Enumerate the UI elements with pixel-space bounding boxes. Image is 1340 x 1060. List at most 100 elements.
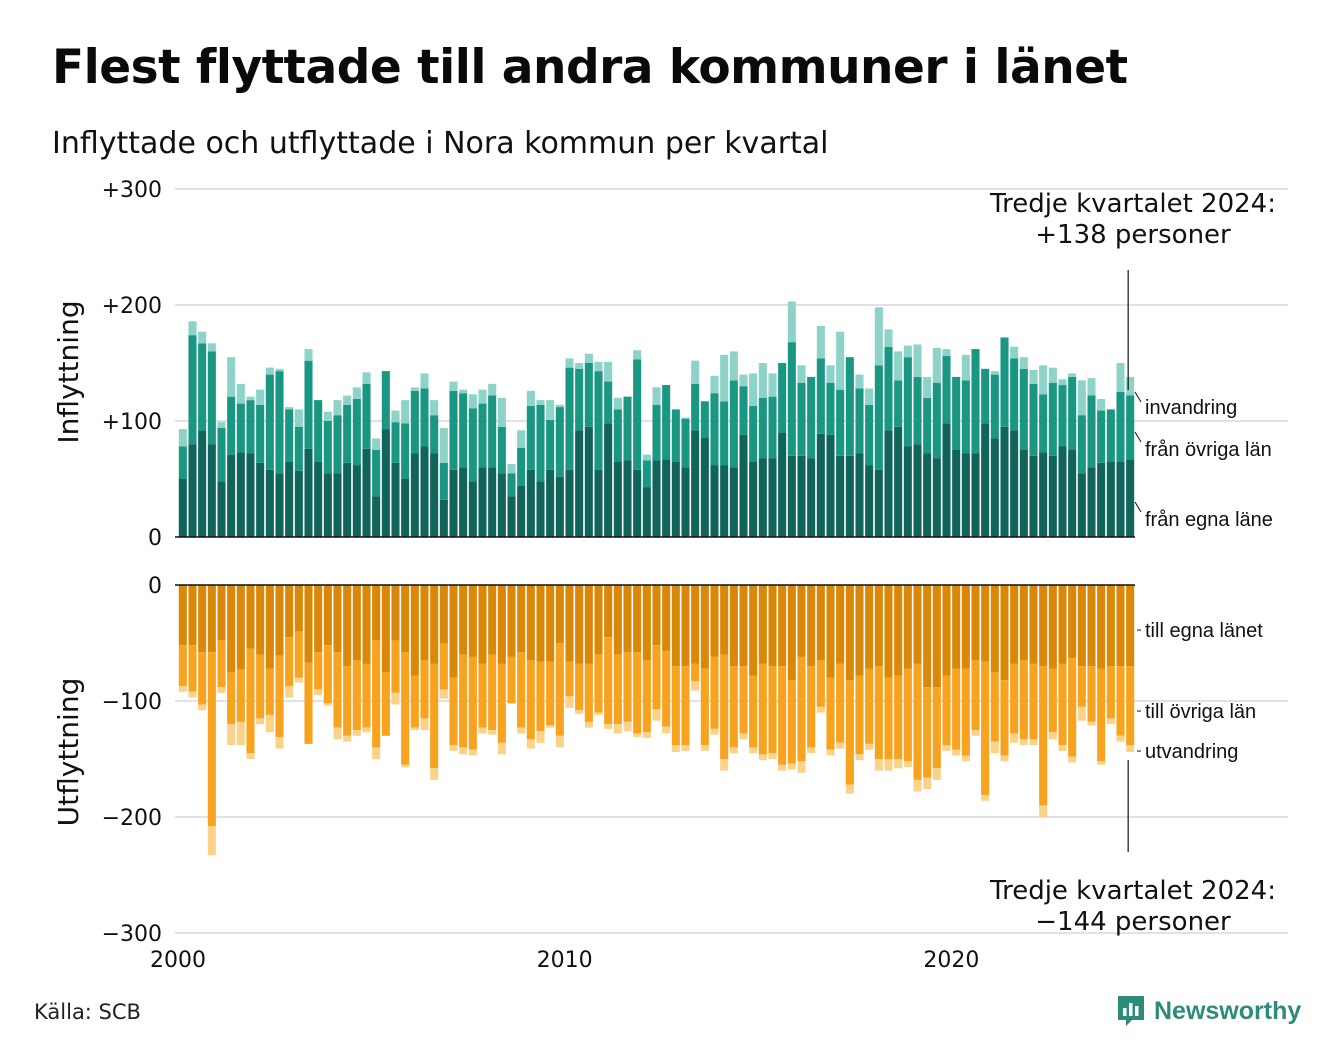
bar-outflow-segment <box>372 585 381 641</box>
bar-outflow-segment <box>391 692 400 705</box>
bar-outflow-segment <box>826 677 835 750</box>
bar-inflow-segment <box>275 371 284 474</box>
bar-inflow-segment <box>1048 382 1057 456</box>
bar-outflow-segment <box>623 585 632 653</box>
bar-outflow-segment <box>981 794 990 801</box>
bar-outflow-segment <box>1048 585 1057 669</box>
bar-inflow-segment <box>391 422 400 463</box>
bar-inflow-segment <box>961 354 970 381</box>
bar-inflow-segment <box>1087 395 1096 468</box>
bar-outflow-segment <box>439 689 448 699</box>
bar-inflow-segment <box>884 346 893 431</box>
bar-outflow-segment <box>787 585 796 681</box>
newsworthy-logo-icon <box>1118 996 1144 1026</box>
bar-inflow-segment <box>459 467 468 537</box>
bar-inflow-segment <box>942 356 951 424</box>
bar-outflow-segment <box>923 777 932 790</box>
bar-inflow-segment <box>662 459 671 537</box>
bar-inflow-segment <box>623 460 632 537</box>
bar-outflow-segment <box>845 680 854 785</box>
annotation-top-line1: Tredje kvartalet 2024: <box>989 189 1276 219</box>
bar-outflow-segment <box>333 652 342 728</box>
bar-outflow-segment <box>662 726 671 734</box>
bar-outflow-segment <box>845 585 854 681</box>
bar-outflow-segment <box>497 663 506 743</box>
bar-outflow-segment <box>797 656 806 762</box>
bar-inflow-segment <box>391 462 400 537</box>
bar-inflow-segment <box>188 335 197 445</box>
bar-inflow-segment <box>410 387 419 391</box>
bar-inflow-segment <box>652 387 661 405</box>
source-note: Källa: SCB <box>34 1000 141 1024</box>
y-axis-label-bottom: Utflyttning <box>52 678 85 827</box>
bar-outflow-segment <box>294 585 303 632</box>
bar-outflow-segment <box>710 656 719 729</box>
bar-outflow-segment <box>971 730 980 736</box>
bar-outflow-segment <box>430 585 439 664</box>
bar-outflow-segment <box>1029 739 1038 746</box>
bar-inflow-segment <box>575 430 584 537</box>
bar-outflow-segment <box>894 585 903 676</box>
bar-outflow-segment <box>903 761 912 768</box>
bar-outflow-segment <box>449 745 458 751</box>
bar-outflow-segment <box>613 585 622 655</box>
bar-outflow-segment <box>555 585 564 643</box>
bar-inflow-segment <box>381 429 390 537</box>
bar-outflow-segment <box>352 585 361 661</box>
bar-inflow-segment <box>913 444 922 537</box>
bar-outflow-segment <box>343 585 352 667</box>
bar-outflow-segment <box>536 731 545 743</box>
bar-inflow-segment <box>787 455 796 537</box>
bar-inflow-segment <box>797 455 806 537</box>
y-axis-label-top: Inflyttning <box>52 300 85 443</box>
bar-inflow-segment <box>594 361 603 372</box>
bar-inflow-segment <box>981 423 990 537</box>
bar-inflow-segment <box>1106 461 1115 537</box>
bar-outflow-segment <box>536 661 545 732</box>
bar-inflow-segment <box>1048 455 1057 537</box>
bar-inflow-segment <box>865 465 874 537</box>
bar-outflow-segment <box>1058 745 1067 751</box>
bar-inflow-segment <box>1087 467 1096 537</box>
bar-outflow-segment <box>468 749 477 756</box>
bar-inflow-segment <box>478 403 487 468</box>
bar-inflow-segment <box>1058 385 1067 447</box>
bar-outflow-segment <box>971 585 980 661</box>
bar-inflow-segment <box>536 400 545 405</box>
bar-outflow-segment <box>623 652 632 722</box>
bar-outflow-segment <box>1097 761 1106 765</box>
bar-outflow-segment <box>207 585 216 653</box>
bar-outflow-segment <box>1068 756 1077 763</box>
bar-outflow-segment <box>942 675 951 746</box>
bar-outflow-segment <box>884 585 893 678</box>
bar-outflow-segment <box>256 654 265 719</box>
bar-inflow-segment <box>343 404 352 463</box>
bar-outflow-segment <box>517 727 526 734</box>
bar-inflow-segment <box>343 395 352 405</box>
bar-outflow-segment <box>768 666 777 754</box>
bar-inflow-segment <box>439 499 448 537</box>
bar-inflow-segment <box>1097 398 1106 411</box>
bar-outflow-segment <box>439 585 448 643</box>
bar-inflow-segment <box>961 453 970 537</box>
bar-inflow-segment <box>971 349 980 454</box>
bar-inflow-segment <box>816 325 825 359</box>
bar-outflow-segment <box>1029 663 1038 740</box>
bar-inflow-segment <box>410 390 419 454</box>
bar-outflow-segment <box>304 662 313 744</box>
bar-outflow-segment <box>923 585 932 688</box>
bar-inflow-segment <box>1077 473 1086 537</box>
bar-inflow-segment <box>275 473 284 537</box>
bar-outflow-segment <box>410 727 419 730</box>
bar-inflow-segment <box>401 479 410 537</box>
bar-outflow-segment <box>488 730 497 735</box>
bar-inflow-segment <box>449 469 458 537</box>
bar-outflow-segment <box>768 585 777 667</box>
bar-outflow-segment <box>932 687 941 769</box>
bar-inflow-segment <box>932 382 941 459</box>
bar-outflow-segment <box>1000 755 1009 762</box>
bar-outflow-segment <box>584 663 593 722</box>
bar-outflow-segment <box>729 666 738 748</box>
bar-inflow-segment <box>526 469 535 537</box>
bar-inflow-segment <box>584 353 593 363</box>
